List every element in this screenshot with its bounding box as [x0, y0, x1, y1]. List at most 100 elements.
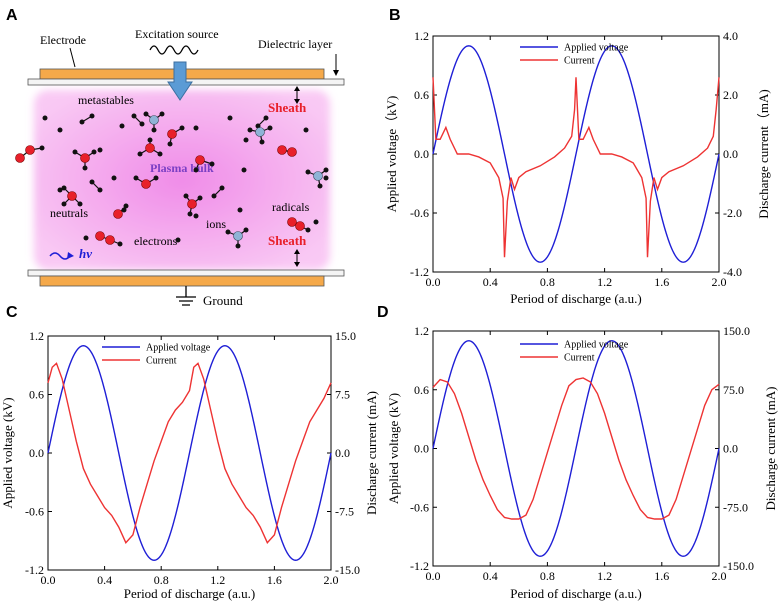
red-atom — [287, 147, 297, 157]
y-right-tick-label: 75.0 — [723, 383, 744, 397]
chart-panel-b: 0.0 0.4 0.8 1.2 1.6 2.0 -1.2 -0.6 0.0 0.6 1.2 -4.0 -… — [384, 29, 771, 306]
electron-dot — [57, 187, 63, 193]
y-left-tick-label: 1.2 — [29, 329, 44, 343]
red-atom — [277, 145, 287, 155]
voltage-series-line — [432, 340, 720, 557]
x-tick-label: 2.0 — [712, 275, 727, 289]
red-atom — [67, 191, 77, 201]
electron-dot — [119, 123, 125, 129]
electron-dot — [227, 115, 233, 121]
current-series-line — [47, 362, 332, 544]
electron-dot — [237, 207, 243, 213]
x-axis-title: Period of discharge (a.u.) — [510, 291, 642, 306]
red-atom — [195, 155, 205, 165]
y-right-tick-label: -75.0 — [723, 500, 748, 514]
plasma-bulk-label: Plasma bulk — [150, 161, 214, 175]
panel-label-d: D — [377, 304, 389, 321]
x-axis-title: Period of discharge (a.u.) — [510, 586, 642, 601]
electron-dot — [42, 115, 48, 121]
y-left-tick-label: 1.2 — [414, 29, 429, 43]
y-left-tick-label: 0.0 — [29, 446, 44, 460]
electron-dot — [83, 235, 89, 241]
red-atom — [167, 129, 177, 139]
panel-label-a: A — [6, 7, 18, 24]
electron-dot — [57, 127, 63, 133]
legend-label: Current — [146, 356, 177, 367]
y-left-tick-label: -0.6 — [25, 505, 44, 519]
red-atom — [15, 153, 25, 163]
red-atom — [80, 153, 90, 163]
x-tick-label: 1.2 — [597, 275, 612, 289]
sheath-bottom-label: Sheath — [268, 233, 307, 248]
legend-label: Applied voltage — [146, 343, 211, 354]
x-tick-label: 0.8 — [540, 275, 555, 289]
y-left-tick-label: -1.2 — [25, 563, 44, 577]
red-atom — [287, 217, 297, 227]
sheath-bottom-arrowheads-icon — [294, 249, 300, 267]
red-atom — [141, 179, 151, 189]
red-atom — [25, 145, 35, 155]
blue-atom — [149, 115, 159, 125]
excitation-source-label: Excitation source — [135, 27, 219, 41]
red-atom — [105, 235, 115, 245]
y-right-tick-label: -15.0 — [335, 563, 360, 577]
x-tick-label: 2.0 — [712, 569, 727, 583]
electron-dot — [323, 175, 329, 181]
voltage-series-line — [432, 45, 720, 263]
y-right-tick-label: -7.5 — [335, 505, 354, 519]
y-left-tick-label: -0.6 — [410, 500, 429, 514]
legend-label: Applied voltage — [564, 43, 629, 54]
electron-dot — [243, 137, 249, 143]
y-right-tick-label: 15.0 — [335, 329, 356, 343]
sheath-top-label: Sheath — [268, 100, 307, 115]
y-right-tick-label: 7.5 — [335, 388, 350, 402]
dielectric-layer-label: Dielectric layer — [258, 37, 332, 51]
chart-panel-c: 0.0 0.4 0.8 1.2 1.6 2.0 -1.2 -0.6 0.0 0.6 1.2 -15.0… — [0, 329, 379, 601]
legend-label: Current — [564, 56, 595, 67]
y-left-tick-label: 0.6 — [414, 383, 429, 397]
y-right-tick-label: -4.0 — [723, 265, 742, 279]
chart-panel-d: 0.0 0.4 0.8 1.2 1.6 2.0 -1.2 -0.6 0.0 0.6 1.2 -150.… — [386, 324, 778, 601]
y-right-axis-title: Discharge current（mA) — [756, 89, 771, 218]
x-tick-label: 0.0 — [41, 573, 56, 587]
x-tick-label: 0.4 — [483, 569, 498, 583]
red-atom — [295, 221, 305, 231]
y-right-axis-title: Discharge current (mA) — [364, 391, 379, 515]
ions-label: ions — [206, 217, 226, 231]
y-left-axis-title: Applied voltage (kV) — [0, 397, 15, 508]
x-tick-label: 0.4 — [483, 275, 498, 289]
red-atom — [145, 143, 155, 153]
x-tick-label: 1.6 — [654, 569, 669, 583]
neutrals-label: neutrals — [50, 206, 88, 220]
legend-label: Current — [564, 353, 595, 364]
x-tick-label: 0.4 — [97, 573, 112, 587]
bottom-dielectric-layer — [27, 269, 345, 277]
x-tick-label: 0.8 — [540, 569, 555, 583]
electron-dot — [97, 147, 103, 153]
excitation-arrow-icon — [167, 61, 193, 101]
electron-dot — [241, 167, 247, 173]
excitation-wave-icon — [149, 45, 199, 55]
y-left-tick-label: -1.2 — [410, 559, 429, 573]
hv-label: hν — [79, 246, 92, 261]
x-axis-title: Period of discharge (a.u.) — [124, 586, 256, 601]
y-left-tick-label: 0.0 — [414, 442, 429, 456]
x-tick-label: 2.0 — [324, 573, 339, 587]
ground-symbol-icon — [176, 286, 196, 306]
y-left-axis-title: Applied voltage (kV) — [386, 393, 401, 504]
red-atom — [113, 209, 123, 219]
x-tick-label: 0.0 — [426, 569, 441, 583]
current-series-line — [432, 377, 720, 520]
plasma-diagram: Electrode Excitation source Dielectric l… — [15, 27, 345, 308]
x-tick-label: 0.0 — [426, 275, 441, 289]
red-atom — [187, 199, 197, 209]
electron-dot — [175, 237, 181, 243]
panel-label-c: C — [6, 304, 18, 321]
y-left-tick-label: -1.2 — [410, 265, 429, 279]
y-right-tick-label: 0.0 — [723, 442, 738, 456]
y-right-axis-title: Discharge current (mA) — [763, 387, 778, 511]
plasma-region — [34, 90, 330, 270]
x-tick-label: 1.6 — [267, 573, 282, 587]
dielectric-arrowhead-icon — [333, 70, 339, 76]
y-left-tick-label: -0.6 — [410, 206, 429, 220]
